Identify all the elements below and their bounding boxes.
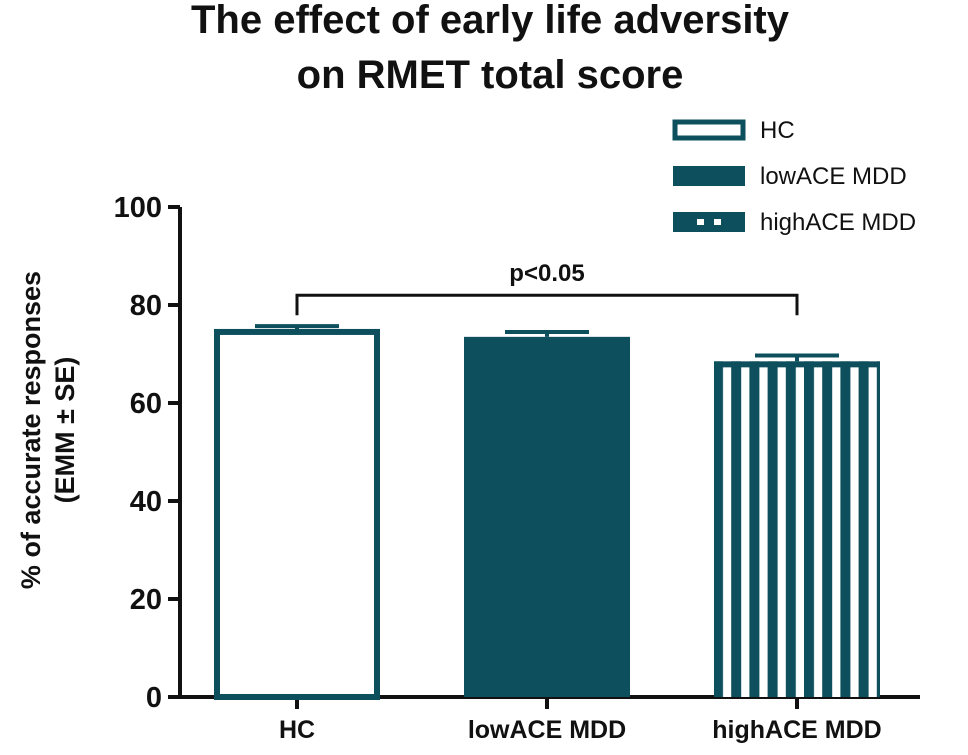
bar-2 [714,361,880,697]
legend-label-1: lowACE MDD [760,163,907,190]
legend-swatch-2 [673,212,745,232]
legend-swatch-0 [672,119,746,141]
y-tick-label-40: 40 [130,486,162,518]
bar-top-2 [714,361,880,368]
chart-title-line-2: on RMET total score [297,53,684,97]
significance-bracket [295,293,799,316]
y-axis-label-line-1: % of accurate responses [16,271,46,589]
legend-swatch-1 [673,166,745,186]
significance-label: p<0.05 [509,260,584,287]
y-tick-label-100: 100 [114,192,162,224]
y-tick-label-80: 80 [130,290,162,322]
x-tick-label-2: highACE MDD [712,716,881,744]
y-tick-label-60: 60 [130,388,162,420]
y-axis-label-line-2: (EMM ± SE) [50,357,80,504]
bars [214,324,880,700]
legend-swatch-dot-a-2 [697,219,704,225]
y-tick-label-0: 0 [146,682,162,714]
legend: HC lowACE MDD highACE MDD [672,117,916,236]
legend-label-0: HC [760,117,795,144]
legend-swatch-dot-b-2 [714,219,721,225]
bar-1 [464,336,630,697]
significance-annotation: p<0.05 [295,260,799,316]
chart-title-line-1: The effect of early life adversity [191,0,790,42]
y-tick-label-20: 20 [130,584,162,616]
x-tick-label-1: lowACE MDD [468,716,626,744]
bar-0 [214,328,380,700]
legend-label-2: highACE MDD [760,209,916,236]
x-tick-label-0: HC [279,716,315,744]
